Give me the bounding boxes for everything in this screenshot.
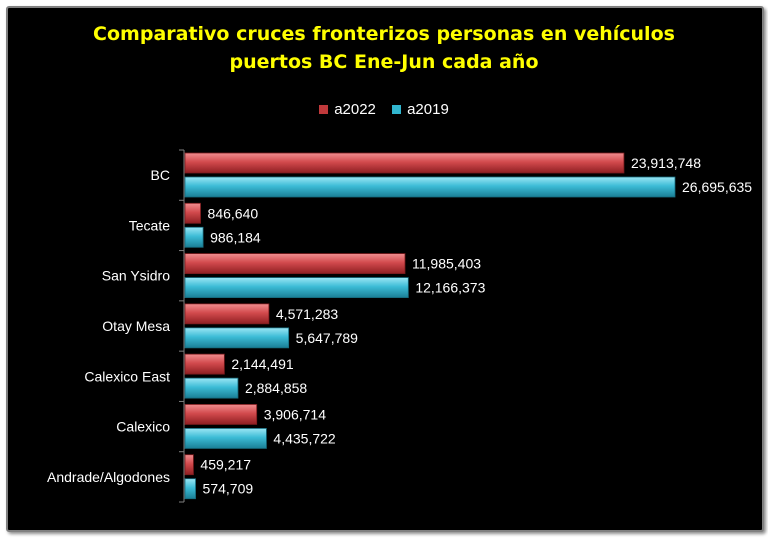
legend-item-a2019: a2019 <box>392 101 449 118</box>
chart-legend: a2022 a2019 <box>0 101 768 118</box>
bar-a2022-andrade-algodones <box>184 454 194 476</box>
category-label-bc: BC <box>151 167 170 183</box>
data-label-a2022-tecate: 846,640 <box>208 205 259 221</box>
category-label-san-ysidro: San Ysidro <box>102 268 170 284</box>
category-label-otay-mesa: Otay Mesa <box>102 318 170 334</box>
chart-title: Comparativo cruces fronterizos personas … <box>0 20 768 76</box>
data-label-a2019-otay-mesa: 5,647,789 <box>296 330 358 346</box>
bar-a2019-san-ysidro <box>184 277 409 298</box>
data-label-a2019-calexico-east: 2,884,858 <box>245 380 307 396</box>
data-label-a2019-san-ysidro: 12,166,373 <box>415 280 485 296</box>
bar-a2022-tecate <box>184 202 201 224</box>
bar-a2019-otay-mesa <box>184 327 290 349</box>
category-label-calexico: Calexico <box>116 419 170 435</box>
data-label-a2022-andrade-algodones: 459,217 <box>200 457 251 473</box>
bar-a2019-calexico-east <box>184 377 239 399</box>
category-label-calexico-east: Calexico East <box>84 368 170 384</box>
chart-title-line-2: puertos BC Ene-Jun cada año <box>229 51 539 73</box>
bar-a2022-san-ysidro <box>184 253 406 274</box>
legend-item-a2022: a2022 <box>319 101 376 118</box>
category-label-andrade-algodones: Andrade/Algodones <box>47 469 170 485</box>
data-label-a2022-calexico: 3,906,714 <box>264 406 326 422</box>
chart-title-line-1: Comparativo cruces fronterizos personas … <box>93 23 675 45</box>
data-label-a2022-calexico-east: 2,144,491 <box>231 356 293 372</box>
bar-a2022-calexico-east <box>184 353 225 375</box>
bar-a2019-calexico <box>184 428 267 449</box>
legend-swatch-a2022 <box>319 105 329 114</box>
bar-a2019-tecate <box>184 226 204 248</box>
legend-swatch-a2019 <box>392 105 402 114</box>
data-label-a2019-bc: 26,695,635 <box>682 179 752 195</box>
bar-a2022-bc <box>184 152 625 174</box>
data-label-a2022-otay-mesa: 4,571,283 <box>276 306 338 322</box>
bar-a2019-bc <box>184 176 676 198</box>
data-label-a2019-andrade-algodones: 574,709 <box>203 481 254 497</box>
legend-label-a2019: a2019 <box>407 101 449 118</box>
data-label-a2022-bc: 23,913,748 <box>631 155 701 171</box>
data-label-a2019-calexico: 4,435,722 <box>273 430 335 446</box>
bar-a2019-andrade-algodones <box>184 478 196 500</box>
data-label-a2022-san-ysidro: 11,985,403 <box>412 256 481 272</box>
legend-label-a2022: a2022 <box>334 101 376 118</box>
bar-a2022-calexico <box>184 404 258 425</box>
data-label-a2019-tecate: 986,184 <box>210 229 261 245</box>
category-label-tecate: Tecate <box>129 217 170 233</box>
bar-a2022-otay-mesa <box>184 303 270 325</box>
